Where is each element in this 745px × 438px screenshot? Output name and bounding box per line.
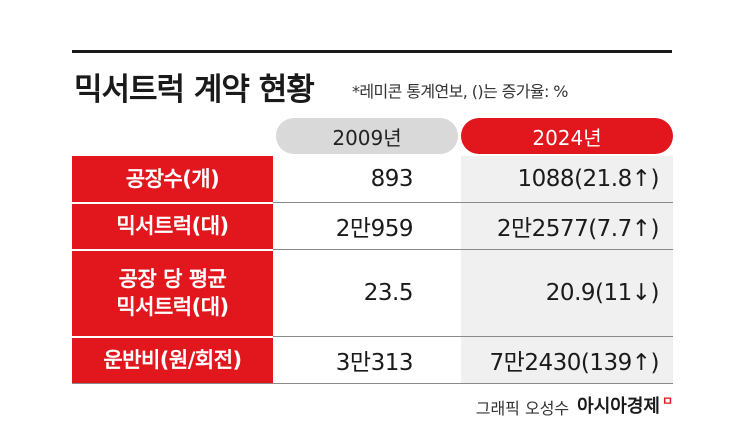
column-header-2024: 2024년 <box>461 118 673 154</box>
row-divider <box>72 249 673 250</box>
row-divider <box>72 336 673 337</box>
row-divider <box>72 202 673 203</box>
source-note: *레미콘 통계연보, ()는 증가율: % <box>352 82 568 101</box>
graphic-byline: 그래픽 오성수 <box>475 399 570 418</box>
table-row: 믹서트럭(대) 2만959 2만2577(7.7↑) <box>72 203 673 249</box>
credit: 그래픽 오성수 아시아경제 ㅁ <box>476 392 673 419</box>
row-label: 공장수(개) <box>72 156 273 202</box>
row-label: 운반비(원/회전) <box>72 337 273 383</box>
publisher-logo: 아시아경제 <box>577 396 660 417</box>
value-2024: 2만2577(7.7↑) <box>461 203 673 249</box>
column-header-2009: 2009년 <box>276 118 458 154</box>
table-row: 운반비(원/회전) 3만313 7만2430(139↑) <box>72 337 673 383</box>
value-2009: 23.5 <box>273 250 461 336</box>
table-row: 공장 당 평균 믹서트럭(대) 23.5 20.9(11↓) <box>72 250 673 336</box>
label-divider <box>72 336 273 338</box>
value-2024: 20.9(11↓) <box>461 250 673 336</box>
row-label: 믹서트럭(대) <box>72 203 273 249</box>
value-2024: 1088(21.8↑) <box>461 156 673 202</box>
value-2024: 7만2430(139↑) <box>461 337 673 383</box>
logo-mark-icon: ㅁ <box>661 394 673 408</box>
table-row: 공장수(개) 893 1088(21.8↑) <box>72 156 673 202</box>
label-divider <box>72 202 273 204</box>
page-title: 믹서트럭 계약 현황 <box>74 72 315 108</box>
label-divider <box>72 249 273 251</box>
value-2009: 2만959 <box>273 203 461 249</box>
value-2009: 893 <box>273 156 461 202</box>
row-label: 공장 당 평균 믹서트럭(대) <box>72 250 273 336</box>
table-bottom-rule <box>72 383 673 384</box>
top-rule <box>72 50 672 53</box>
value-2009: 3만313 <box>273 337 461 383</box>
